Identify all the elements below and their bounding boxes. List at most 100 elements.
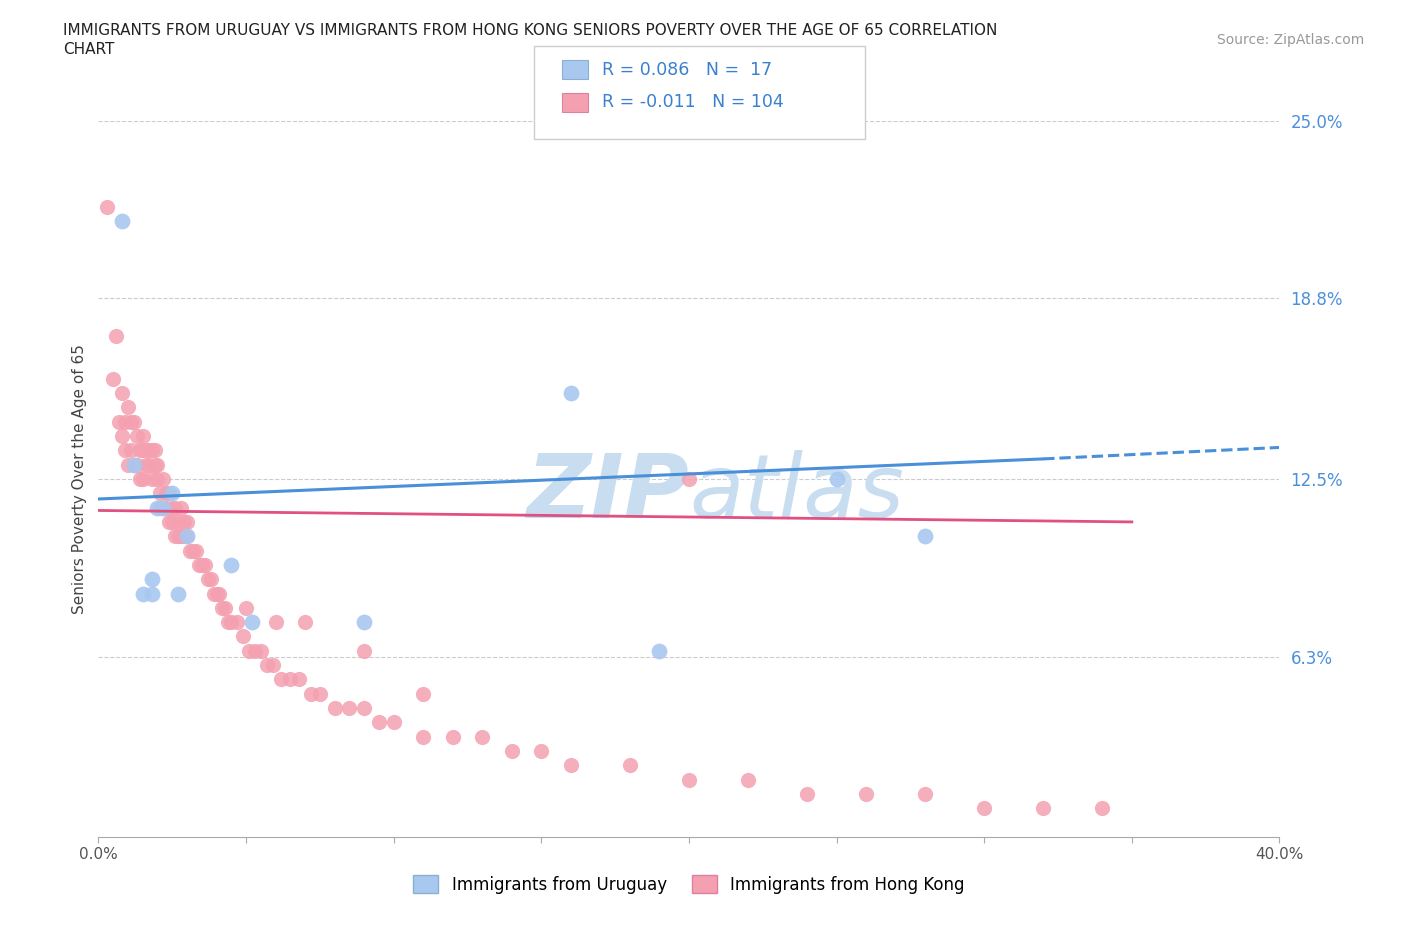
- Point: [221, 615, 243, 630]
- Point: [288, 672, 311, 687]
- Text: atlas: atlas: [689, 450, 904, 537]
- Point: [165, 529, 187, 544]
- Point: [184, 543, 207, 558]
- Point: [678, 472, 700, 486]
- Point: [152, 472, 174, 486]
- Point: [162, 500, 183, 515]
- Point: [737, 772, 759, 787]
- Point: [179, 543, 201, 558]
- Point: [135, 458, 157, 472]
- Point: [125, 458, 148, 472]
- Point: [132, 586, 155, 601]
- Point: [122, 458, 145, 472]
- Text: R = -0.011   N = 104: R = -0.011 N = 104: [602, 93, 783, 112]
- Point: [108, 414, 131, 429]
- Point: [197, 572, 219, 587]
- Point: [111, 214, 134, 229]
- Point: [1091, 801, 1114, 816]
- Point: [149, 485, 172, 500]
- Point: [114, 414, 136, 429]
- Point: [181, 543, 204, 558]
- Text: R = 0.086   N =  17: R = 0.086 N = 17: [602, 60, 772, 79]
- Point: [143, 458, 166, 472]
- Point: [205, 586, 228, 601]
- Point: [530, 744, 553, 759]
- Point: [678, 772, 700, 787]
- Point: [648, 644, 671, 658]
- Point: [471, 729, 494, 744]
- Point: [176, 529, 198, 544]
- Point: [294, 615, 316, 630]
- Point: [238, 644, 260, 658]
- Point: [173, 514, 195, 529]
- Point: [270, 672, 292, 687]
- Point: [309, 686, 332, 701]
- Point: [146, 472, 169, 486]
- Point: [105, 328, 128, 343]
- Point: [149, 500, 172, 515]
- Point: [1032, 801, 1054, 816]
- Point: [152, 500, 174, 515]
- Point: [560, 758, 582, 773]
- Point: [280, 672, 302, 687]
- Point: [114, 443, 136, 458]
- Point: [120, 443, 142, 458]
- Y-axis label: Seniors Poverty Over the Age of 65: Seniors Poverty Over the Age of 65: [72, 344, 87, 614]
- Point: [412, 686, 434, 701]
- Point: [256, 658, 278, 672]
- Point: [135, 443, 157, 458]
- Point: [264, 615, 287, 630]
- Point: [173, 529, 195, 544]
- Point: [167, 586, 190, 601]
- Point: [412, 729, 434, 744]
- Point: [128, 472, 150, 486]
- Point: [353, 644, 375, 658]
- Point: [143, 443, 166, 458]
- Point: [240, 615, 263, 630]
- Point: [152, 500, 174, 515]
- Point: [132, 429, 155, 444]
- Point: [162, 514, 183, 529]
- Point: [232, 629, 254, 644]
- Point: [796, 787, 818, 802]
- Point: [187, 557, 209, 572]
- Point: [208, 586, 231, 601]
- Point: [111, 429, 134, 444]
- Point: [141, 586, 163, 601]
- Point: [235, 601, 257, 616]
- Point: [167, 529, 190, 544]
- Point: [214, 601, 236, 616]
- Point: [194, 557, 217, 572]
- Point: [141, 472, 163, 486]
- Point: [176, 529, 198, 544]
- Point: [138, 458, 160, 472]
- Point: [221, 557, 243, 572]
- Point: [157, 485, 180, 500]
- Point: [165, 500, 187, 515]
- Point: [138, 443, 160, 458]
- Point: [162, 485, 183, 500]
- Point: [157, 514, 180, 529]
- Point: [117, 458, 139, 472]
- Legend: Immigrants from Uruguay, Immigrants from Hong Kong: Immigrants from Uruguay, Immigrants from…: [406, 869, 972, 900]
- Point: [211, 601, 233, 616]
- Text: IMMIGRANTS FROM URUGUAY VS IMMIGRANTS FROM HONG KONG SENIORS POVERTY OVER THE AG: IMMIGRANTS FROM URUGUAY VS IMMIGRANTS FR…: [63, 23, 998, 38]
- Point: [914, 787, 936, 802]
- Point: [120, 414, 142, 429]
- Point: [132, 443, 155, 458]
- Point: [299, 686, 322, 701]
- Point: [170, 500, 193, 515]
- Point: [914, 529, 936, 544]
- Point: [855, 787, 877, 802]
- Point: [441, 729, 464, 744]
- Point: [202, 586, 225, 601]
- Point: [96, 199, 118, 214]
- Point: [217, 615, 239, 630]
- Point: [125, 429, 148, 444]
- Point: [619, 758, 641, 773]
- Point: [122, 458, 145, 472]
- Point: [117, 400, 139, 415]
- Point: [560, 386, 582, 401]
- Point: [167, 514, 190, 529]
- Point: [128, 443, 150, 458]
